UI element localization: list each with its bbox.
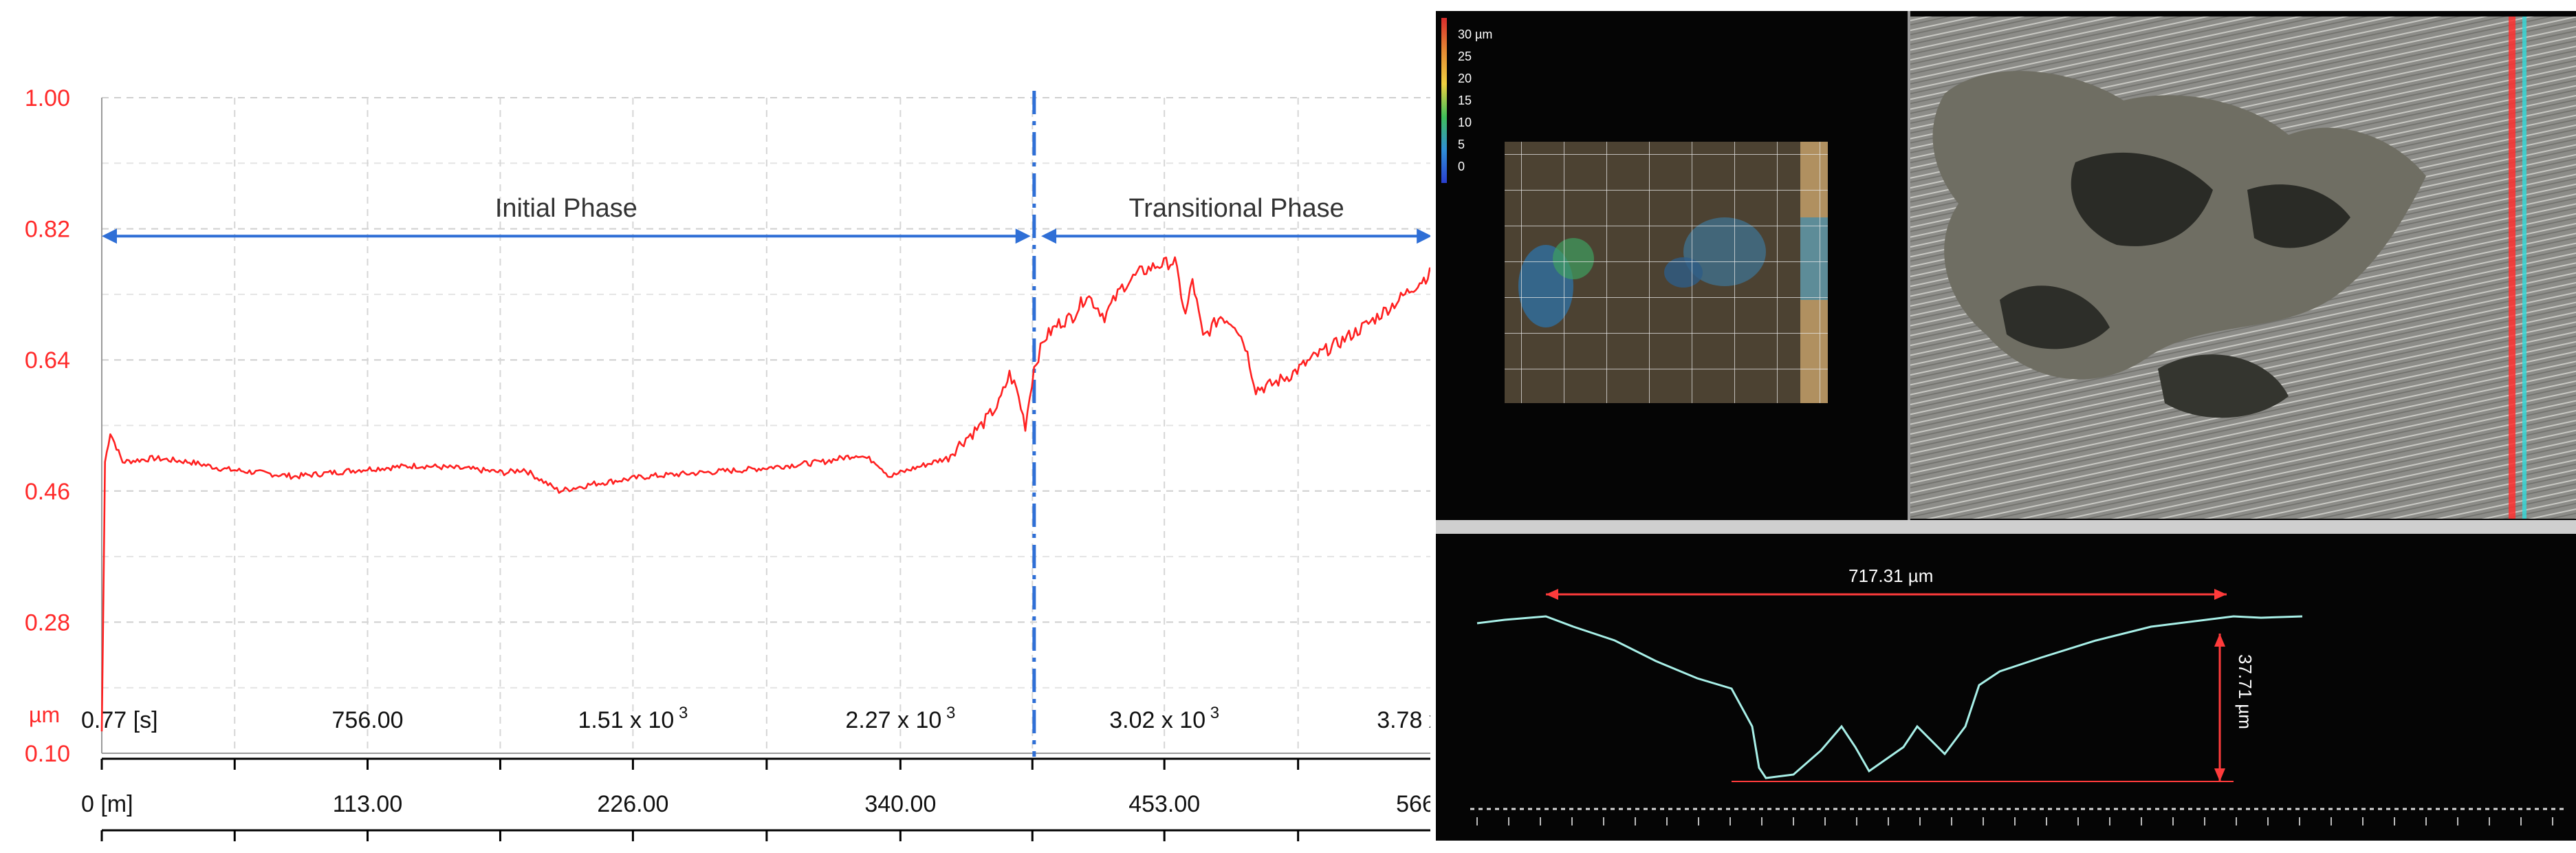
grid-lines bbox=[101, 97, 1430, 754]
color-scale-tick: 15 bbox=[1458, 94, 1472, 107]
distance-tick-label: 340.00 bbox=[864, 791, 936, 817]
distance-tick-label: 566.00 bbox=[1396, 791, 1430, 817]
color-scale-ticks: 25 20 15 10 5 0 bbox=[1458, 50, 1472, 173]
phase-arrowhead bbox=[1417, 228, 1430, 244]
x-unit-label: µm bbox=[29, 702, 60, 727]
phase-arrowhead bbox=[1041, 228, 1057, 244]
y-tick-label: 0.10 bbox=[25, 741, 70, 767]
phase-arrowhead bbox=[1015, 228, 1031, 244]
phase-label: Transitional Phase bbox=[1128, 194, 1344, 223]
time-tick-label: 3.02 x 10 3 bbox=[1109, 704, 1219, 733]
distance-tick-label: 453.00 bbox=[1128, 791, 1200, 817]
time-tick-exponent: 3 bbox=[1205, 704, 1219, 722]
color-scale-tick: 20 bbox=[1458, 72, 1472, 85]
profile-axis-ticks bbox=[1476, 817, 2553, 825]
time-tick-label: 3.78 x 10 3 bbox=[1377, 704, 1430, 733]
phase-arrowhead bbox=[102, 228, 117, 244]
time-tick-label: 756.00 bbox=[332, 707, 404, 733]
y-tick-label: 1.00 bbox=[25, 85, 70, 111]
color-scale-tick: 25 bbox=[1458, 50, 1472, 63]
color-scale-tick: 10 bbox=[1458, 116, 1472, 129]
y-axis-ticks: 0.10 0.28 0.46 0.64 0.82 1.00 bbox=[25, 85, 70, 767]
time-tick-exponent: 3 bbox=[941, 704, 955, 722]
y-tick-label: 0.64 bbox=[25, 347, 70, 374]
surface-analysis-image: 30 µm 25 20 15 10 5 0 717.31 µm 37.71 µ bbox=[1436, 11, 2576, 841]
time-tick-label: 2.27 x 10 3 bbox=[845, 704, 955, 733]
x-axes: µm 0.77 [s] 756.00 1.51 x 10 3 2.27 x 10 3 3.… bbox=[29, 702, 1430, 841]
y-tick-label: 0.28 bbox=[25, 609, 70, 636]
phase-label: Initial Phase bbox=[495, 194, 637, 223]
distance-tick-label: 226.00 bbox=[597, 791, 668, 817]
y-tick-label: 0.46 bbox=[25, 479, 70, 505]
color-scale-bar bbox=[1441, 18, 1447, 183]
series-line bbox=[100, 256, 1430, 732]
color-scale-tick: 0 bbox=[1458, 160, 1465, 173]
time-tick-exponent: 3 bbox=[674, 704, 688, 722]
time-tick-label: 1.51 x 10 3 bbox=[578, 704, 688, 733]
time-tick-label: 0.77 [s] bbox=[81, 707, 158, 733]
y-tick-label: 0.82 bbox=[25, 217, 70, 243]
depth-measurement: 37.71 µm bbox=[2235, 654, 2256, 729]
color-scale-title: 30 µm bbox=[1458, 28, 1492, 41]
distance-tick-label: 113.00 bbox=[333, 791, 402, 817]
color-scale-tick: 5 bbox=[1458, 138, 1465, 151]
distance-tick-label: 0 [m] bbox=[81, 791, 133, 817]
width-measurement: 717.31 µm bbox=[1848, 565, 1933, 586]
phase-annotations: Initial Phase Transitional Phase bbox=[102, 91, 1430, 757]
friction-chart: Initial Phase Transitional Phase 0.10 0.28… bbox=[25, 85, 1430, 841]
